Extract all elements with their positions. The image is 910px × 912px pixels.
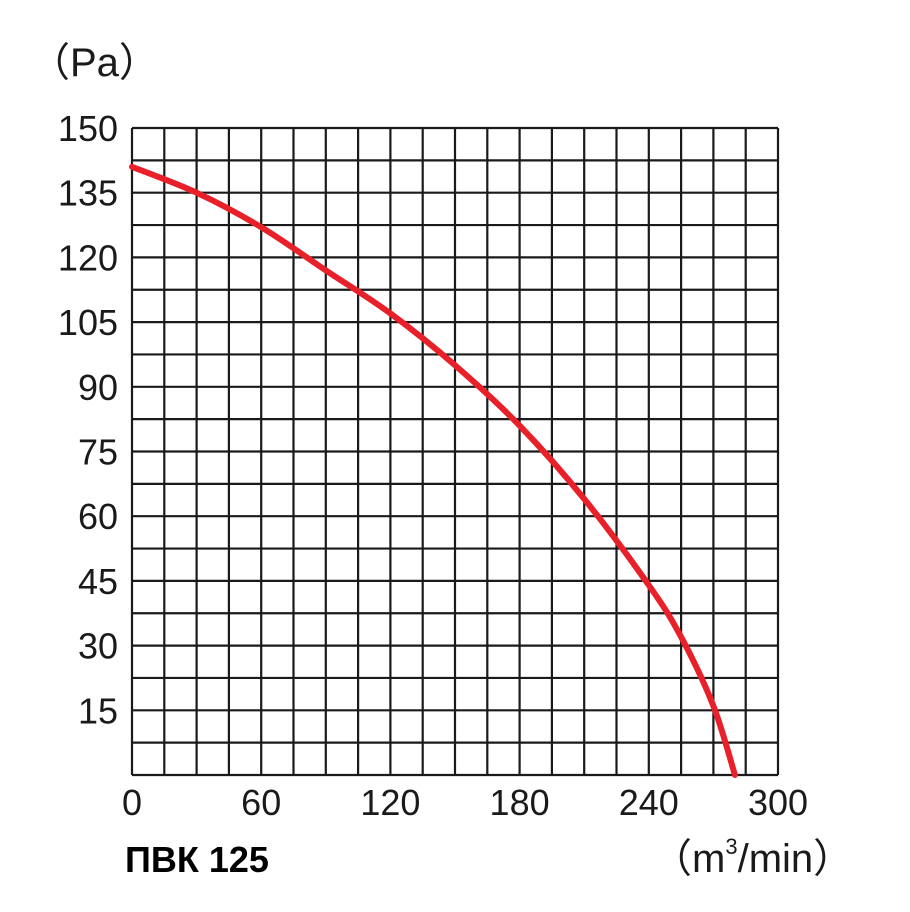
x-tick-label: 120 — [360, 782, 420, 823]
chart-grid — [130, 126, 780, 777]
chart-curve-layer — [129, 163, 738, 778]
y-axis-ticks: 15 30 45 60 75 90 105 120 135 150 — [58, 108, 118, 731]
x-tick-label: 300 — [748, 782, 808, 823]
y-tick-label: 15 — [78, 690, 118, 731]
x-unit-open: （ — [652, 837, 692, 881]
y-tick-label: 105 — [58, 302, 118, 343]
x-tick-label: 60 — [241, 782, 281, 823]
y-tick-label: 60 — [78, 496, 118, 537]
y-axis-unit: （Pa） — [30, 41, 159, 85]
pressure-flow-curve — [129, 163, 738, 778]
y-tick-label: 120 — [58, 237, 118, 278]
x-unit-close: ） — [813, 837, 853, 881]
x-tick-label: 180 — [490, 782, 550, 823]
x-tick-label: 240 — [619, 782, 679, 823]
chart-title: ПВК 125 — [125, 839, 269, 880]
x-axis-unit: （m3/min） — [652, 834, 853, 881]
y-tick-label: 30 — [78, 626, 118, 667]
y-tick-label: 45 — [78, 561, 118, 602]
y-tick-label: 135 — [58, 173, 118, 214]
x-axis-ticks: 0 60 120 180 240 300 — [122, 782, 808, 823]
y-tick-label: 150 — [58, 108, 118, 149]
x-unit-base: m — [692, 837, 725, 881]
y-tick-label: 90 — [78, 367, 118, 408]
x-unit-sup: 3 — [725, 834, 737, 859]
x-tick-label: 0 — [122, 782, 142, 823]
y-tick-label: 75 — [78, 432, 118, 473]
x-unit-rest: /min — [738, 837, 814, 881]
